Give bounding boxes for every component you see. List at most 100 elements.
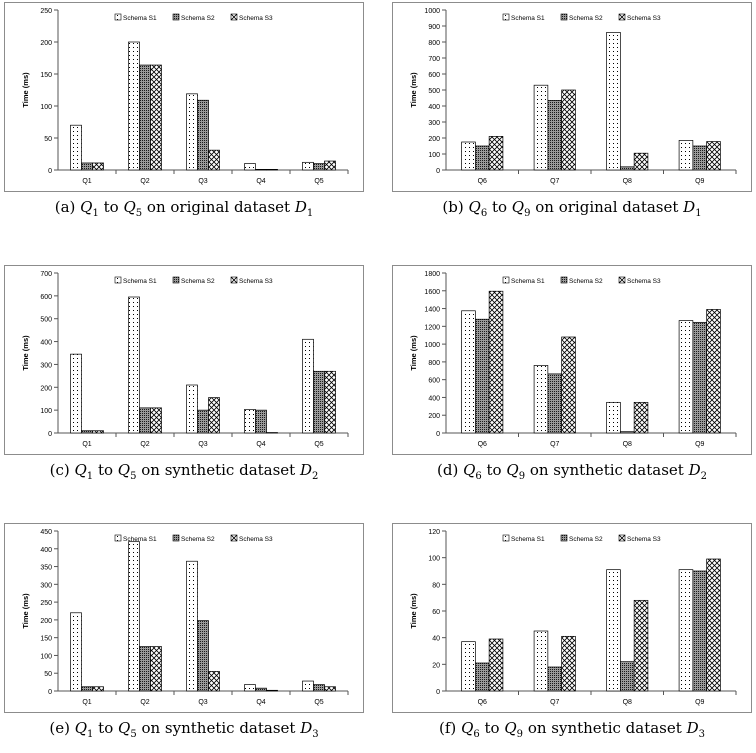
x-tick-label: Q5 xyxy=(314,441,323,448)
caption-text: on original dataset xyxy=(530,198,684,216)
y-tick-label: 1800 xyxy=(424,271,440,278)
caption-tag: (b) xyxy=(442,198,469,216)
legend-entry: Schema S3 xyxy=(239,15,273,22)
y-tick-label: 150 xyxy=(40,636,52,643)
y-tick-label: 100 xyxy=(428,152,440,159)
chart-caption: (c) Q1 to Q5 on synthetic dataset D2 xyxy=(4,461,364,482)
bar-schema-s2-q7 xyxy=(547,373,562,434)
chart-caption: (f) Q6 to Q9 on synthetic dataset D3 xyxy=(392,719,752,740)
bar-schema-s1-q8 xyxy=(606,401,621,434)
x-tick-label: Q4 xyxy=(256,178,265,185)
legend-entry: Schema S2 xyxy=(181,536,215,543)
x-tick-label: Q1 xyxy=(82,178,91,185)
bar-schema-s3-q9 xyxy=(706,141,721,171)
chart-caption: (d) Q6 to Q9 on synthetic dataset D2 xyxy=(392,461,752,482)
caption-q-to-sub: 9 xyxy=(518,471,526,482)
caption-tag: (e) xyxy=(49,719,75,737)
caption-q-from-sub: 1 xyxy=(92,208,99,219)
y-tick-label: 250 xyxy=(40,8,52,15)
bar-schema-s2-q3 xyxy=(197,620,209,692)
legend-entry: Schema S2 xyxy=(569,15,603,22)
legend-swatch xyxy=(618,534,626,542)
legend-entry: Schema S3 xyxy=(239,536,273,543)
y-tick-label: 100 xyxy=(40,104,52,111)
bar-schema-s3-q2 xyxy=(150,407,162,434)
caption-q-from-sub: 6 xyxy=(480,208,488,219)
bar-schema-s2-q6 xyxy=(475,662,490,692)
x-tick-label: Q3 xyxy=(198,441,207,448)
x-tick-label: Q6 xyxy=(478,178,487,185)
x-tick-label: Q2 xyxy=(140,441,149,448)
caption-q-from: Q xyxy=(80,198,93,216)
bar-schema-s2-q1 xyxy=(81,162,93,171)
bar-schema-s2-q5 xyxy=(313,163,325,171)
caption-dataset: D xyxy=(688,461,701,479)
caption-q-to-sub: 5 xyxy=(130,729,137,740)
caption-dataset: D xyxy=(300,719,313,737)
y-tick-label: 200 xyxy=(40,40,52,47)
chart-panel-c: 0 100 200 300 400 500 600 700 Time (ms) Q1 Q2 Q3 Q4 Q… xyxy=(4,265,364,495)
caption-dataset-sub: 2 xyxy=(312,471,319,482)
caption-q-to: Q xyxy=(123,198,136,216)
y-tick-label: 300 xyxy=(40,582,52,589)
legend-entry: Schema S2 xyxy=(569,536,603,543)
legend-swatch xyxy=(114,276,122,284)
legend-swatch xyxy=(230,534,238,542)
bar-schema-s3-q4 xyxy=(266,432,278,434)
bar-schema-s2-q8 xyxy=(620,166,635,171)
bar-chart: 0 100 200 300 400 500 600 700 Time (ms) Q1 Q2 Q3 Q4 Q… xyxy=(4,265,364,455)
caption-text: on synthetic dataset xyxy=(525,461,689,479)
bar-schema-s3-q1 xyxy=(92,686,104,692)
legend-entry: Schema S3 xyxy=(627,536,661,543)
y-tick-label: 450 xyxy=(40,529,52,536)
bar-schema-s1-q5 xyxy=(302,338,314,434)
bar-schema-s2-q9 xyxy=(692,321,707,434)
bar-schema-s1-q9 xyxy=(678,569,694,692)
caption-dataset: D xyxy=(686,719,699,737)
bar-chart: 0 50 100 150 200 250 Time (ms) Q1 Q2 Q3 Q4 Q5 Schema… xyxy=(4,2,364,192)
legend-swatch xyxy=(618,276,626,284)
y-tick-label: 1600 xyxy=(424,289,440,296)
caption-tag: (d) xyxy=(437,461,464,479)
y-tick-label: 1000 xyxy=(424,8,440,15)
legend-swatch xyxy=(502,13,510,21)
y-tick-label: 50 xyxy=(44,136,52,143)
bar-schema-s1-q1 xyxy=(70,612,82,692)
x-tick-label: Q1 xyxy=(82,441,91,448)
chart-caption: (b) Q6 to Q9 on original dataset D1 xyxy=(392,198,752,219)
legend-swatch xyxy=(618,13,626,21)
caption-dataset: D xyxy=(299,461,313,479)
bar-schema-s2-q2 xyxy=(139,407,151,434)
y-tick-label: 120 xyxy=(428,529,440,536)
y-tick-label: 800 xyxy=(428,40,440,47)
y-tick-label: 0 xyxy=(436,689,440,696)
y-tick-label: 200 xyxy=(40,385,52,392)
caption-dataset-sub: 2 xyxy=(700,471,707,482)
caption-to: to xyxy=(98,198,124,216)
y-tick-label: 250 xyxy=(40,600,52,607)
legend-entry: Schema S2 xyxy=(181,278,215,285)
x-tick-label: Q9 xyxy=(695,178,704,185)
legend-entry: Schema S1 xyxy=(511,15,545,22)
y-tick-label: 0 xyxy=(48,689,52,696)
y-tick-label: 0 xyxy=(48,168,52,175)
y-tick-label: 400 xyxy=(428,104,440,111)
bar-schema-s2-q3 xyxy=(197,409,209,434)
legend-entry: Schema S3 xyxy=(627,15,661,22)
bar-schema-s2-q5 xyxy=(313,370,325,434)
bar-schema-s1-q3 xyxy=(186,93,198,171)
y-tick-label: 150 xyxy=(40,72,52,79)
y-tick-label: 300 xyxy=(40,362,52,369)
bar-schema-s2-q6 xyxy=(475,145,490,171)
bar-schema-s3-q9 xyxy=(706,309,721,434)
y-tick-label: 500 xyxy=(428,88,440,95)
legend-entry: Schema S1 xyxy=(511,278,545,285)
bar-schema-s2-q8 xyxy=(620,661,635,692)
caption-q-to: Q xyxy=(504,719,517,737)
bar-schema-s2-q4 xyxy=(255,409,267,434)
caption-dataset-sub: 3 xyxy=(312,729,319,740)
y-tick-label: 200 xyxy=(428,413,440,420)
bar-schema-s3-q8 xyxy=(633,401,649,434)
caption-to: to xyxy=(479,719,505,737)
legend-swatch xyxy=(502,534,510,542)
